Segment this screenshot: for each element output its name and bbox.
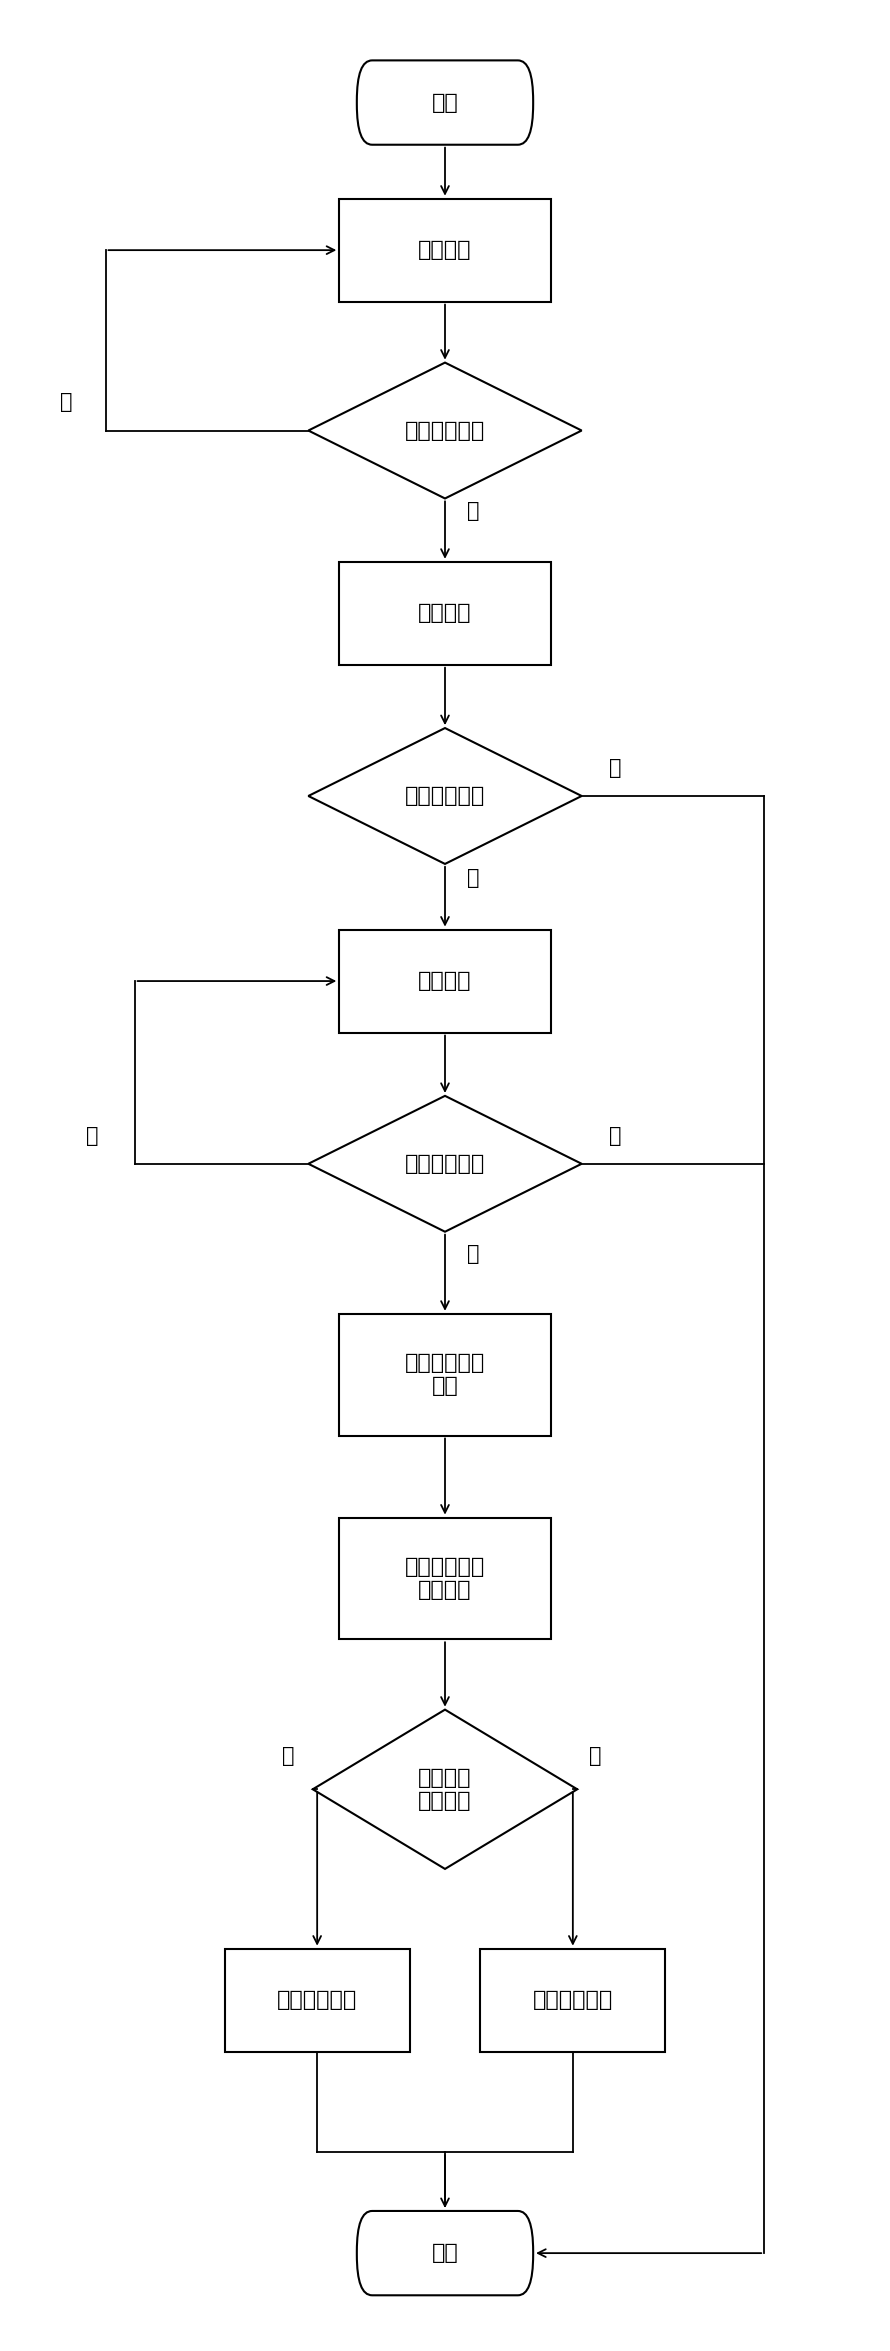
Polygon shape (308, 1096, 582, 1232)
Text: 状态自检: 状态自检 (418, 604, 472, 623)
Text: 否: 否 (86, 1126, 99, 1145)
Text: 故障自检: 故障自检 (418, 240, 472, 261)
Bar (339, 1516, 551, 1639)
Polygon shape (312, 1709, 578, 1869)
Text: 本机编号
是否最小: 本机编号 是否最小 (418, 1768, 472, 1810)
Bar (339, 929, 551, 1032)
Text: 能否正常运行: 能否正常运行 (405, 421, 485, 440)
Text: 否: 否 (467, 1244, 480, 1265)
Text: 自己是否主机: 自己是否主机 (405, 785, 485, 806)
Bar (224, 1949, 409, 2052)
Text: 系统存在主机: 系统存在主机 (405, 1154, 485, 1173)
Bar (339, 1314, 551, 1436)
Text: 持续广播本机
编号: 持续广播本机 编号 (405, 1354, 485, 1396)
Bar (339, 562, 551, 665)
Text: 设本机为主机: 设本机为主机 (277, 1989, 357, 2010)
Text: 否: 否 (467, 868, 480, 889)
FancyBboxPatch shape (357, 2210, 533, 2295)
FancyBboxPatch shape (357, 61, 533, 146)
Text: 设本机为从机: 设本机为从机 (533, 1989, 613, 2010)
Bar (339, 197, 551, 301)
Text: 是: 是 (467, 501, 480, 522)
Text: 系统查询: 系统查询 (418, 971, 472, 992)
Polygon shape (308, 362, 582, 498)
Polygon shape (308, 729, 582, 863)
Text: 是: 是 (282, 1747, 295, 1766)
Text: 开始: 开始 (432, 92, 458, 113)
Text: 结束: 结束 (432, 2243, 458, 2264)
Text: 否: 否 (588, 1747, 601, 1766)
Text: 是: 是 (609, 757, 621, 778)
Text: 是: 是 (609, 1126, 621, 1145)
Text: 同时接收其它
单元消息: 同时接收其它 单元消息 (405, 1556, 485, 1601)
Text: 否: 否 (60, 393, 72, 411)
Bar (481, 1949, 666, 2052)
